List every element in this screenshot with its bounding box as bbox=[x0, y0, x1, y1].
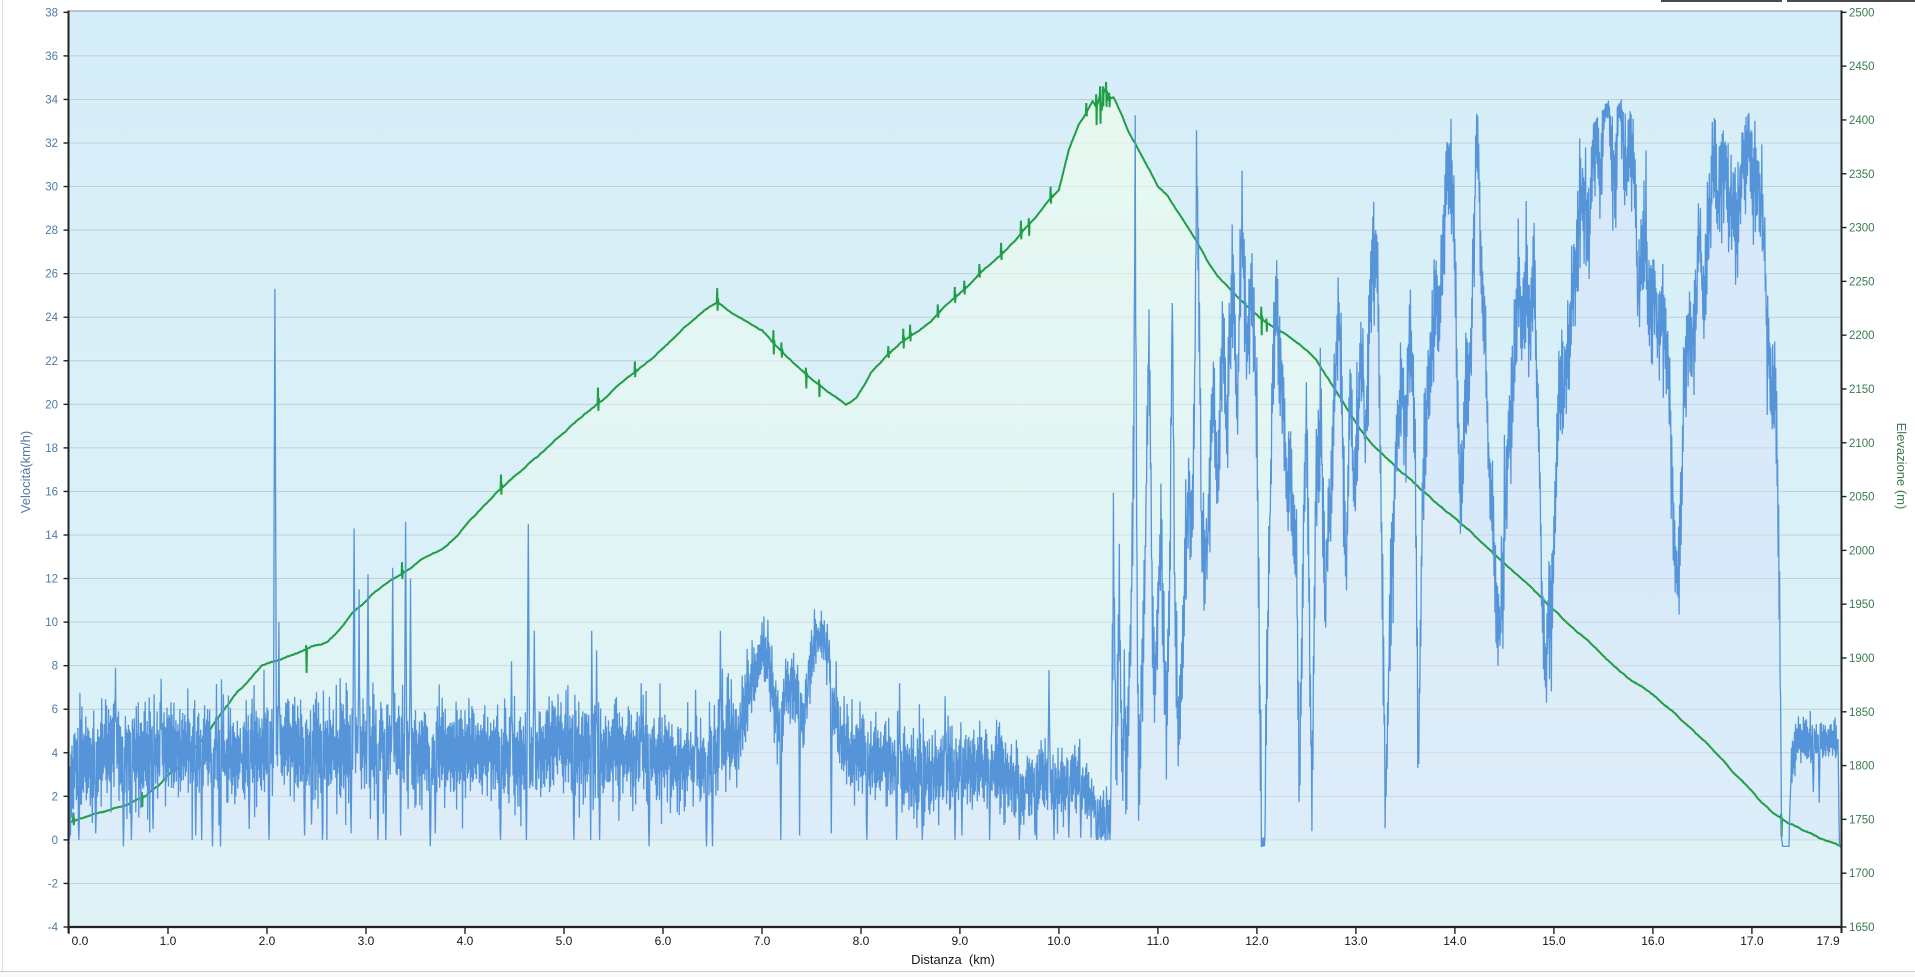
svg-text:32: 32 bbox=[45, 138, 58, 150]
svg-text:0.0: 0.0 bbox=[72, 934, 89, 948]
svg-text:-2: -2 bbox=[48, 878, 58, 890]
svg-text:2300: 2300 bbox=[1849, 223, 1875, 235]
svg-text:Distanza (km): Distanza (km) bbox=[911, 952, 995, 967]
svg-text:0: 0 bbox=[52, 835, 58, 847]
svg-text:8: 8 bbox=[52, 661, 58, 673]
svg-text:2100: 2100 bbox=[1849, 438, 1875, 450]
svg-text:8.0: 8.0 bbox=[853, 934, 870, 948]
svg-text:38: 38 bbox=[45, 7, 58, 19]
svg-text:14.0: 14.0 bbox=[1443, 934, 1467, 948]
svg-text:9.0: 9.0 bbox=[952, 934, 969, 948]
svg-text:30: 30 bbox=[45, 182, 58, 194]
svg-text:6.0: 6.0 bbox=[655, 934, 672, 948]
svg-text:24: 24 bbox=[45, 312, 58, 324]
svg-text:2350: 2350 bbox=[1849, 169, 1875, 181]
svg-text:10.0: 10.0 bbox=[1047, 934, 1071, 948]
svg-text:26: 26 bbox=[45, 269, 58, 281]
svg-text:2450: 2450 bbox=[1849, 61, 1875, 73]
svg-text:36: 36 bbox=[45, 51, 58, 63]
svg-text:2000: 2000 bbox=[1849, 545, 1875, 557]
svg-text:2400: 2400 bbox=[1849, 115, 1875, 127]
svg-text:Velocità(km/h): Velocità(km/h) bbox=[18, 431, 33, 513]
svg-text:3.0: 3.0 bbox=[358, 934, 375, 948]
svg-text:1850: 1850 bbox=[1849, 707, 1875, 719]
svg-text:5.0: 5.0 bbox=[556, 934, 573, 948]
svg-text:2050: 2050 bbox=[1849, 492, 1875, 504]
svg-text:2.0: 2.0 bbox=[259, 934, 276, 948]
svg-text:2500: 2500 bbox=[1849, 7, 1875, 19]
svg-text:1.0: 1.0 bbox=[160, 934, 177, 948]
svg-text:14: 14 bbox=[45, 530, 58, 542]
svg-text:2150: 2150 bbox=[1849, 384, 1875, 396]
svg-text:1900: 1900 bbox=[1849, 653, 1875, 665]
svg-text:15.0: 15.0 bbox=[1542, 934, 1566, 948]
svg-text:18: 18 bbox=[45, 443, 58, 455]
svg-text:1800: 1800 bbox=[1849, 761, 1875, 773]
svg-text:13.0: 13.0 bbox=[1344, 934, 1368, 948]
svg-text:1650: 1650 bbox=[1849, 922, 1875, 934]
svg-text:12.0: 12.0 bbox=[1245, 934, 1269, 948]
svg-text:1700: 1700 bbox=[1849, 868, 1875, 880]
svg-text:16.0: 16.0 bbox=[1641, 934, 1665, 948]
svg-text:6: 6 bbox=[52, 704, 58, 716]
svg-text:12: 12 bbox=[45, 574, 58, 586]
svg-text:2250: 2250 bbox=[1849, 276, 1875, 288]
svg-text:Elevazione (m): Elevazione (m) bbox=[1894, 423, 1909, 510]
svg-text:2200: 2200 bbox=[1849, 330, 1875, 342]
svg-text:-4: -4 bbox=[48, 922, 59, 934]
svg-text:16: 16 bbox=[45, 486, 58, 498]
svg-text:7.0: 7.0 bbox=[754, 934, 771, 948]
svg-text:20: 20 bbox=[45, 399, 58, 411]
svg-text:2: 2 bbox=[52, 791, 58, 803]
svg-text:17.0: 17.0 bbox=[1740, 934, 1764, 948]
svg-text:22: 22 bbox=[45, 356, 58, 368]
svg-text:4: 4 bbox=[52, 748, 59, 760]
svg-text:1950: 1950 bbox=[1849, 599, 1875, 611]
svg-text:4.0: 4.0 bbox=[457, 934, 474, 948]
svg-text:34: 34 bbox=[45, 95, 58, 107]
svg-text:28: 28 bbox=[45, 225, 58, 237]
svg-text:1750: 1750 bbox=[1849, 814, 1875, 826]
svg-text:17.9: 17.9 bbox=[1816, 934, 1840, 948]
svg-text:11.0: 11.0 bbox=[1147, 934, 1170, 948]
svg-text:10: 10 bbox=[45, 617, 58, 629]
